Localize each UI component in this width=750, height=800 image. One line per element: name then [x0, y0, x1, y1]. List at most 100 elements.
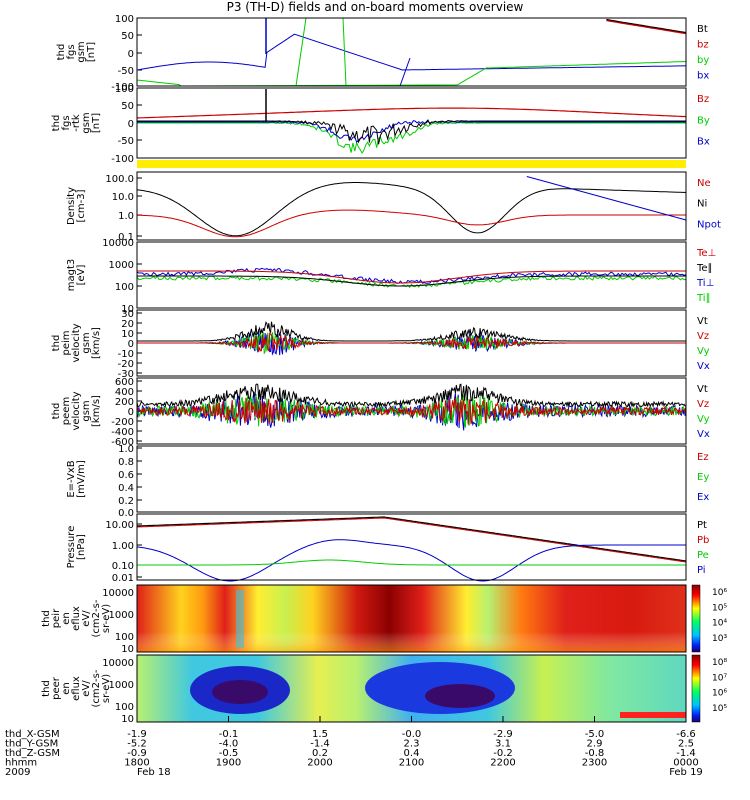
xaxis-row-label: thd_Z-GSM	[5, 748, 60, 759]
tick-label-efield: 0.2	[118, 496, 134, 507]
ylabel-pressure: Pressure	[66, 526, 77, 569]
ylabel-peer: eV/	[81, 680, 92, 697]
tick-label-temp: 1000	[109, 260, 134, 271]
xaxis-value: 2.5	[678, 739, 694, 750]
xaxis-value: -0.2	[493, 748, 513, 759]
Vt-line	[136, 383, 687, 409]
panel-frame	[136, 513, 687, 581]
xaxis-value: 2000	[307, 758, 332, 769]
panel-density: Density [cm-3] 100.0 10.0 1.0 0.1 Ne Ni Npot	[66, 174, 721, 243]
ylabel-peem: gsm	[81, 400, 92, 421]
tick-label-peir: 1000	[109, 610, 134, 621]
ylabel-peim: thd	[51, 335, 62, 352]
legend-fgs_eff: Bx	[697, 137, 710, 148]
tick-label-peir: 10000	[102, 588, 134, 599]
flag-bar	[137, 160, 686, 168]
ylabel-peir: peir	[51, 608, 62, 628]
by-line	[295, 17, 307, 87]
legend-peem: Vt	[697, 384, 708, 395]
colorbar	[691, 654, 701, 723]
ylabel-peir: (cm2-s-	[91, 599, 102, 637]
legend-efield: Ez	[697, 452, 709, 463]
by-line	[342, 17, 347, 87]
tick-label-density: 10.0	[112, 192, 134, 203]
tick-label-peim: 10	[121, 329, 134, 340]
legend-temp: Ti∥	[696, 293, 711, 304]
xaxis-value: -5.2	[127, 739, 147, 750]
tick-label-density: 1.0	[118, 211, 134, 222]
electron-band	[620, 712, 686, 718]
legend-density: Ni	[697, 199, 707, 210]
xaxis-value: -0.8	[585, 748, 605, 759]
panel-peir: thd peir en eflux eV/(cm2-s-sr-eV) 10000 1000 1…	[41, 588, 142, 655]
ylabel-efield: [mV/m]	[76, 460, 87, 498]
Te-perp-line	[137, 270, 686, 284]
ylabel-density: Density	[66, 187, 77, 225]
tick-label-fgs_eff: -50	[118, 136, 134, 147]
panel-frame	[136, 171, 687, 241]
legend-density: Npot	[697, 219, 721, 230]
Te-par-line	[137, 275, 686, 287]
panel-pressure: Pressure [nPa] 10.00 1.00 0.100.01 Pt Pb Pe Pi	[66, 520, 709, 584]
tick-label-density: 100.0	[105, 174, 134, 185]
xaxis-value: 1800	[124, 758, 149, 769]
bx-line	[136, 33, 687, 71]
xaxis-value: Feb 18	[137, 767, 171, 778]
ylabel-fgs_eff: -rtk	[71, 114, 82, 132]
xaxis-value: 3.1	[495, 739, 511, 750]
tick-label-fgs: -50	[118, 66, 134, 77]
legend-temp: Te∥	[696, 263, 713, 274]
Ne-line	[136, 209, 686, 238]
ylabel-peir: en	[61, 612, 72, 625]
tick-label-pressure: 0.10	[112, 561, 134, 572]
ylabel-peem: [km/s]	[91, 395, 102, 427]
tick-label-peim: -20	[118, 359, 134, 370]
ion-spectrogram-shade	[137, 585, 686, 652]
panel-peem: thd peem velocity gsm [km/s] 6004002000-200-4…	[51, 377, 710, 448]
ylabel-peem: peem	[61, 397, 72, 425]
tick-label-peem: -200	[111, 417, 134, 428]
ylabel-fgs: [nT]	[86, 42, 97, 62]
bz-line	[606, 19, 687, 35]
legend-peim: Vx	[697, 361, 710, 372]
ylabel-peer: sr-eV)	[101, 674, 112, 703]
tick-label-peim: -10	[118, 349, 134, 360]
bx-line	[399, 57, 411, 87]
xaxis-row-label: thd_X-GSM	[5, 729, 60, 740]
tick-label-peem: 0	[128, 407, 134, 418]
xaxis-value: 2100	[399, 758, 424, 769]
legend-peem: Vz	[697, 399, 709, 410]
tick-label-peim: 30	[121, 309, 134, 320]
legend-pressure: Pt	[697, 520, 707, 531]
tick-label-peim: 0	[128, 339, 134, 350]
colorbar-label: 10⁴	[712, 619, 727, 629]
ylabel-peir: eV/	[81, 610, 92, 627]
ylabel-fgs: thd	[56, 44, 67, 61]
legend-fgs_eff: Bz	[697, 94, 709, 105]
Npot-line	[526, 176, 687, 221]
ylabel-peem: thd	[51, 403, 62, 420]
legend-fgs_eff: By	[697, 115, 710, 126]
tick-label-temp: 10	[121, 304, 134, 315]
Pt-line	[136, 516, 687, 562]
tick-label-peer: 10	[121, 714, 134, 725]
electron-core-region	[212, 680, 268, 704]
bt-line	[606, 18, 687, 33]
colorbar-label: 10⁵	[712, 603, 727, 613]
tick-label-efield: 0.6	[118, 470, 134, 481]
ylabel-density: [cm-3]	[76, 189, 87, 222]
xaxis-value: 2300	[582, 758, 607, 769]
Vz-line	[137, 331, 686, 352]
tick-label-peem: 600	[115, 377, 134, 388]
ylabel-peim: [km/s]	[91, 327, 102, 359]
colorbar	[691, 584, 701, 653]
ylabel-peir: sr-eV)	[101, 604, 112, 633]
xaxis-value: -4.0	[219, 739, 239, 750]
xaxis-value: 0000	[673, 758, 698, 769]
tick-label-peir: 100	[115, 632, 134, 643]
xaxis-value: -1.4	[310, 739, 330, 750]
electron-core-region	[425, 684, 495, 708]
ylabel-peer: eflux	[71, 676, 82, 701]
panel-fgs: thd fgs gsm [nT] 100 50 0 -50 -100 Bt bz by bx	[56, 14, 709, 93]
